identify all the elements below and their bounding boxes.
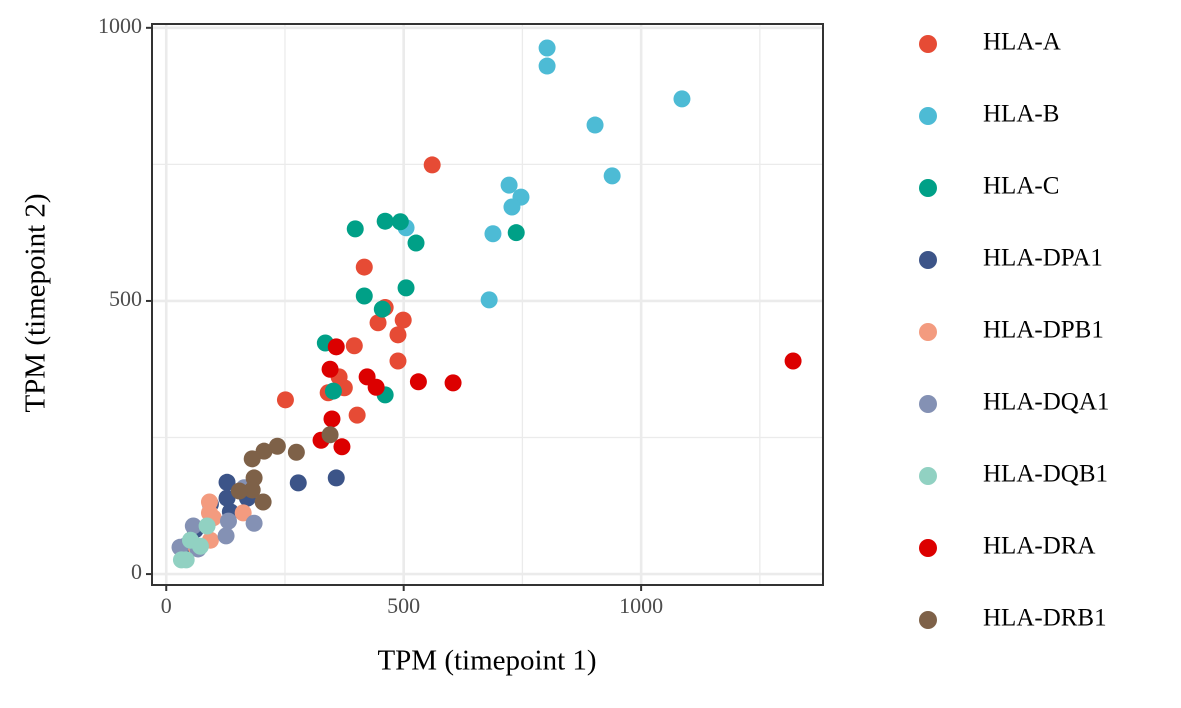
plot-border [151, 23, 824, 586]
point [673, 90, 691, 108]
point [389, 326, 407, 344]
point [327, 469, 345, 487]
point [345, 337, 363, 355]
point [243, 450, 261, 468]
point [376, 212, 394, 230]
y-tick-label: 1000 [98, 13, 142, 38]
legend-label: HLA-A [983, 29, 1061, 56]
point [389, 352, 407, 370]
point [367, 378, 385, 396]
legend-marker [919, 539, 937, 557]
point [538, 39, 556, 57]
legend-marker [919, 251, 937, 269]
point [324, 382, 342, 400]
point [234, 504, 252, 522]
x-tick-label: 500 [387, 593, 420, 618]
legend-label: HLA-C [983, 173, 1059, 200]
point [407, 234, 425, 252]
point [276, 391, 294, 409]
point [327, 338, 345, 356]
legend-marker [919, 179, 937, 197]
legend-label: HLA-DRA [983, 533, 1096, 560]
point [321, 360, 339, 378]
point [423, 156, 441, 174]
point [369, 314, 387, 332]
point [397, 279, 415, 297]
point [218, 473, 236, 491]
point [409, 373, 427, 391]
point [346, 220, 364, 238]
legend-label: HLA-B [983, 101, 1059, 128]
point [323, 410, 341, 428]
point [287, 443, 305, 461]
point [254, 493, 272, 511]
point [333, 438, 351, 456]
point [507, 224, 525, 242]
point [586, 116, 604, 134]
point [355, 258, 373, 276]
y-tick-label: 500 [109, 286, 142, 311]
x-tick-label: 0 [161, 593, 172, 618]
point [243, 481, 261, 499]
legend-label: HLA-DRB1 [983, 605, 1107, 632]
legend-label: HLA-DPB1 [983, 317, 1104, 344]
point [355, 287, 373, 305]
point [484, 225, 502, 243]
point [219, 512, 237, 530]
point [603, 167, 621, 185]
point [177, 551, 195, 569]
legend-marker [919, 395, 937, 413]
point [268, 437, 286, 455]
point [391, 213, 409, 231]
point [230, 482, 248, 500]
legend-label: HLA-DQA1 [983, 389, 1109, 416]
y-axis-title: TPM (timepoint 2) [20, 193, 52, 412]
legend-marker [919, 35, 937, 53]
legend-marker [919, 467, 937, 485]
legend-marker [919, 611, 937, 629]
point [373, 300, 391, 318]
legend-marker [919, 107, 937, 125]
point [245, 514, 263, 532]
x-tick-label: 1000 [619, 593, 663, 618]
point [218, 489, 236, 507]
point [321, 426, 339, 444]
point [538, 57, 556, 75]
legend-label: HLA-DQB1 [983, 461, 1108, 488]
point [184, 517, 202, 535]
point [191, 537, 209, 555]
x-axis-title: TPM (timepoint 1) [377, 645, 596, 677]
legend-label: HLA-DPA1 [983, 245, 1103, 272]
legend-marker [919, 323, 937, 341]
point [394, 311, 412, 329]
point [198, 517, 216, 535]
point [348, 406, 366, 424]
point [500, 176, 518, 194]
y-tick-label: 0 [131, 559, 142, 584]
point [217, 527, 235, 545]
point [289, 474, 307, 492]
point [444, 374, 462, 392]
point [503, 198, 521, 216]
point [784, 352, 802, 370]
point [480, 291, 498, 309]
